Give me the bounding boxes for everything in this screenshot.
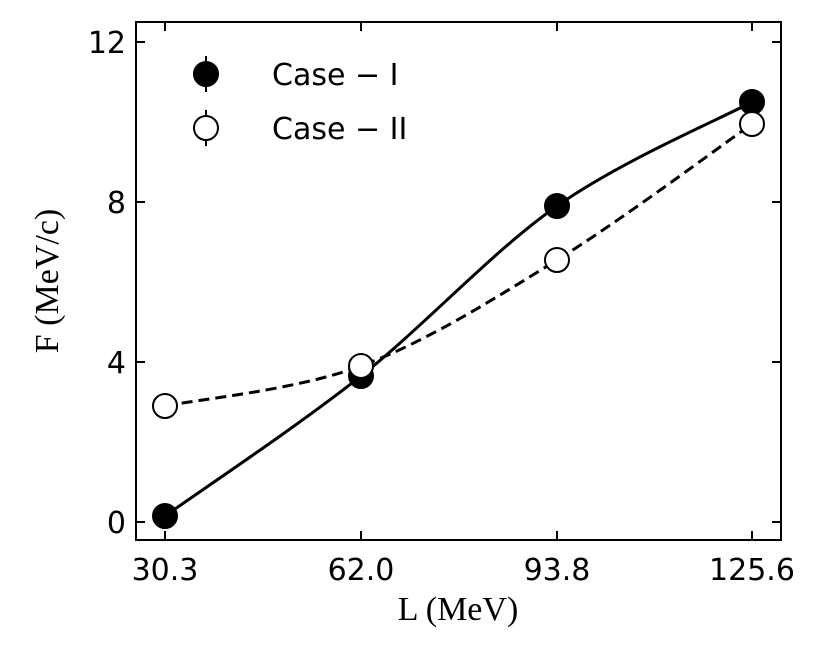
series-line-2 <box>164 122 753 408</box>
legend-marker-case-ii <box>193 115 219 141</box>
data-point-series-1 <box>739 89 765 115</box>
y-tick-label: 12 <box>88 26 126 61</box>
series-lines <box>164 100 753 518</box>
data-point-series-2 <box>348 353 374 379</box>
y-axis-title: F (MeV/c) <box>29 209 66 353</box>
legend: Case − I Case − II <box>193 56 407 147</box>
legend-marker-case-i <box>193 61 219 87</box>
data-point-series-1 <box>152 503 178 529</box>
data-point-series-2 <box>152 393 178 419</box>
x-tick-label: 62.0 <box>328 553 395 588</box>
data-point-series-2 <box>739 111 765 137</box>
data-point-series-1 <box>544 193 570 219</box>
x-axis-title: L (MeV) <box>398 591 519 628</box>
y-ticks: 0 4 8 12 <box>88 26 781 541</box>
x-tick-label: 30.3 <box>132 553 199 588</box>
data-point-series-2 <box>544 247 570 273</box>
y-tick-label: 0 <box>107 506 126 541</box>
legend-label-case-i: Case − I <box>272 58 398 93</box>
series-line-1 <box>164 100 753 518</box>
legend-label-case-ii: Case − II <box>272 112 407 147</box>
plot-frame <box>135 21 782 541</box>
y-tick-label: 4 <box>107 346 126 381</box>
x-tick-label: 125.6 <box>709 553 795 588</box>
x-tick-label: 93.8 <box>524 553 591 588</box>
y-tick-label: 8 <box>107 186 126 221</box>
data-points <box>152 89 765 529</box>
x-ticks: 30.3 62.0 93.8 125.6 <box>132 22 795 588</box>
